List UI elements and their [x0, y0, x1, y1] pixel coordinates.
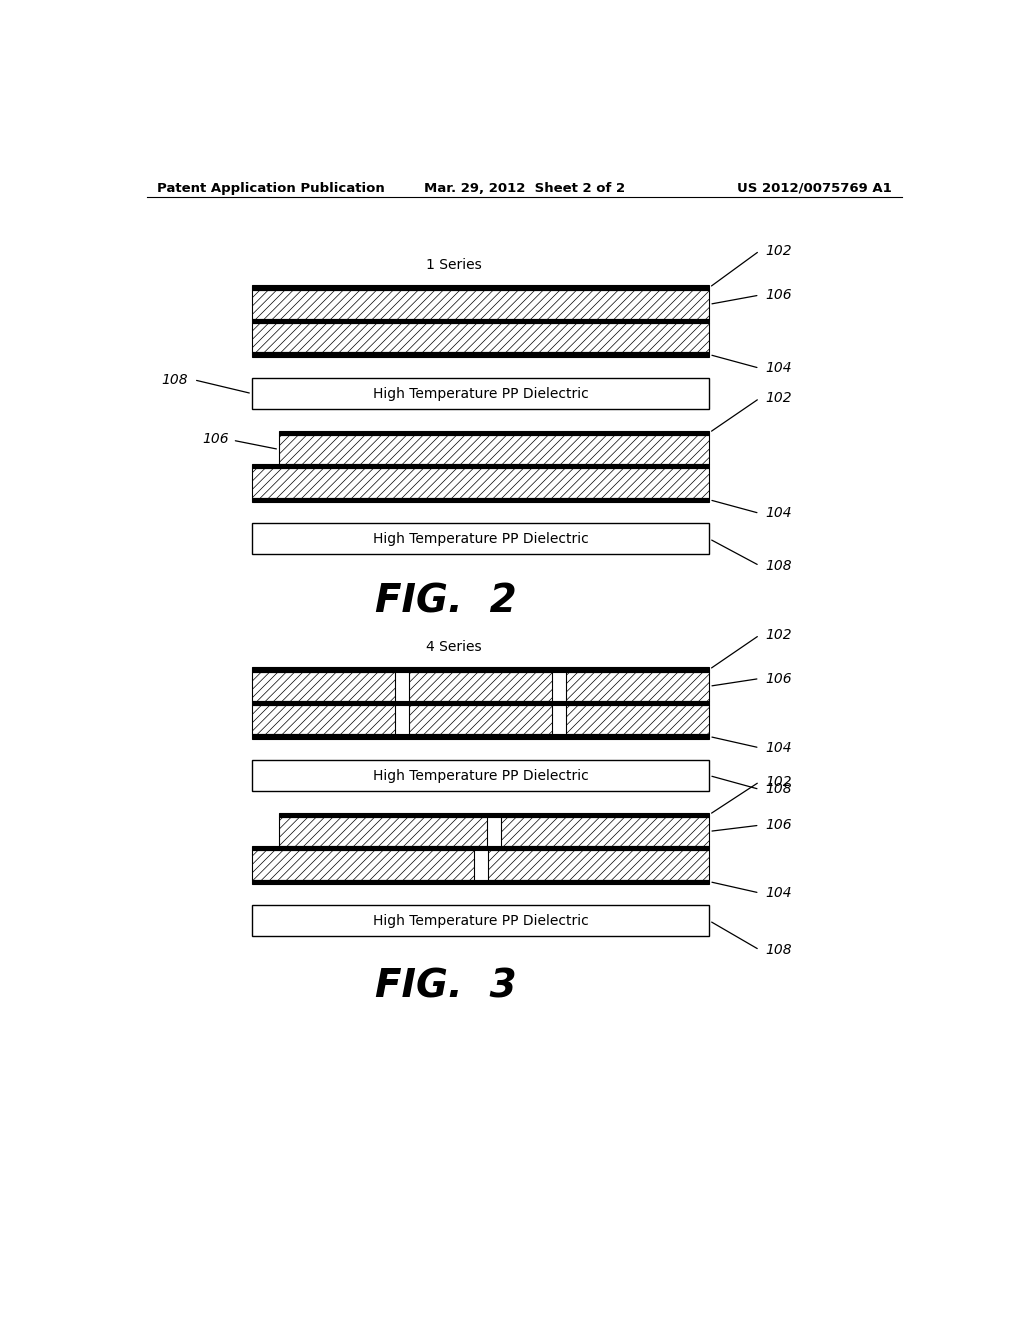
Text: 1 Series: 1 Series	[426, 257, 481, 272]
Text: 106: 106	[202, 432, 228, 446]
Bar	[252, 705, 395, 734]
Bar	[501, 817, 710, 846]
Text: 108: 108	[766, 942, 793, 957]
Bar	[280, 434, 710, 465]
Text: 106: 106	[766, 672, 793, 685]
Bar	[252, 319, 710, 323]
Bar	[252, 379, 710, 409]
Bar	[252, 289, 710, 319]
Bar	[487, 850, 710, 879]
Text: 104: 104	[766, 507, 793, 520]
Text: 108: 108	[766, 783, 793, 796]
Text: FIG.  3: FIG. 3	[375, 968, 516, 1005]
Text: 104: 104	[766, 362, 793, 375]
Bar	[280, 813, 710, 817]
Bar	[409, 672, 552, 701]
Bar	[252, 285, 710, 289]
Text: 104: 104	[766, 886, 793, 900]
Text: 102: 102	[766, 244, 793, 257]
Bar	[252, 469, 710, 498]
Bar	[252, 668, 710, 672]
Bar	[252, 672, 395, 701]
Text: 108: 108	[766, 558, 793, 573]
Text: High Temperature PP Dielectric: High Temperature PP Dielectric	[373, 768, 589, 783]
Bar	[252, 850, 474, 879]
Text: US 2012/0075769 A1: US 2012/0075769 A1	[736, 182, 891, 194]
Bar	[566, 705, 710, 734]
Text: 106: 106	[766, 818, 793, 832]
Text: Mar. 29, 2012  Sheet 2 of 2: Mar. 29, 2012 Sheet 2 of 2	[424, 182, 626, 194]
Bar	[280, 430, 710, 434]
Bar	[252, 879, 710, 884]
Bar	[252, 498, 710, 502]
Text: Patent Application Publication: Patent Application Publication	[158, 182, 385, 194]
Bar	[252, 523, 710, 554]
Text: 102: 102	[766, 391, 793, 405]
Text: High Temperature PP Dielectric: High Temperature PP Dielectric	[373, 387, 589, 401]
Text: FIG.  2: FIG. 2	[375, 583, 516, 620]
Bar	[252, 846, 710, 850]
Bar	[280, 817, 487, 846]
Text: 102: 102	[766, 775, 793, 789]
Bar	[252, 734, 710, 739]
Bar	[252, 323, 710, 352]
Bar	[252, 352, 710, 356]
Bar	[252, 465, 710, 469]
Text: 102: 102	[766, 628, 793, 642]
Bar	[252, 760, 710, 791]
Text: 104: 104	[766, 741, 793, 755]
Bar	[566, 672, 710, 701]
Text: 4 Series: 4 Series	[426, 639, 481, 653]
Text: 108: 108	[161, 372, 187, 387]
Bar	[252, 906, 710, 936]
Bar	[252, 701, 710, 705]
Text: 106: 106	[766, 288, 793, 302]
Text: High Temperature PP Dielectric: High Temperature PP Dielectric	[373, 532, 589, 545]
Text: High Temperature PP Dielectric: High Temperature PP Dielectric	[373, 913, 589, 928]
Bar	[409, 705, 552, 734]
